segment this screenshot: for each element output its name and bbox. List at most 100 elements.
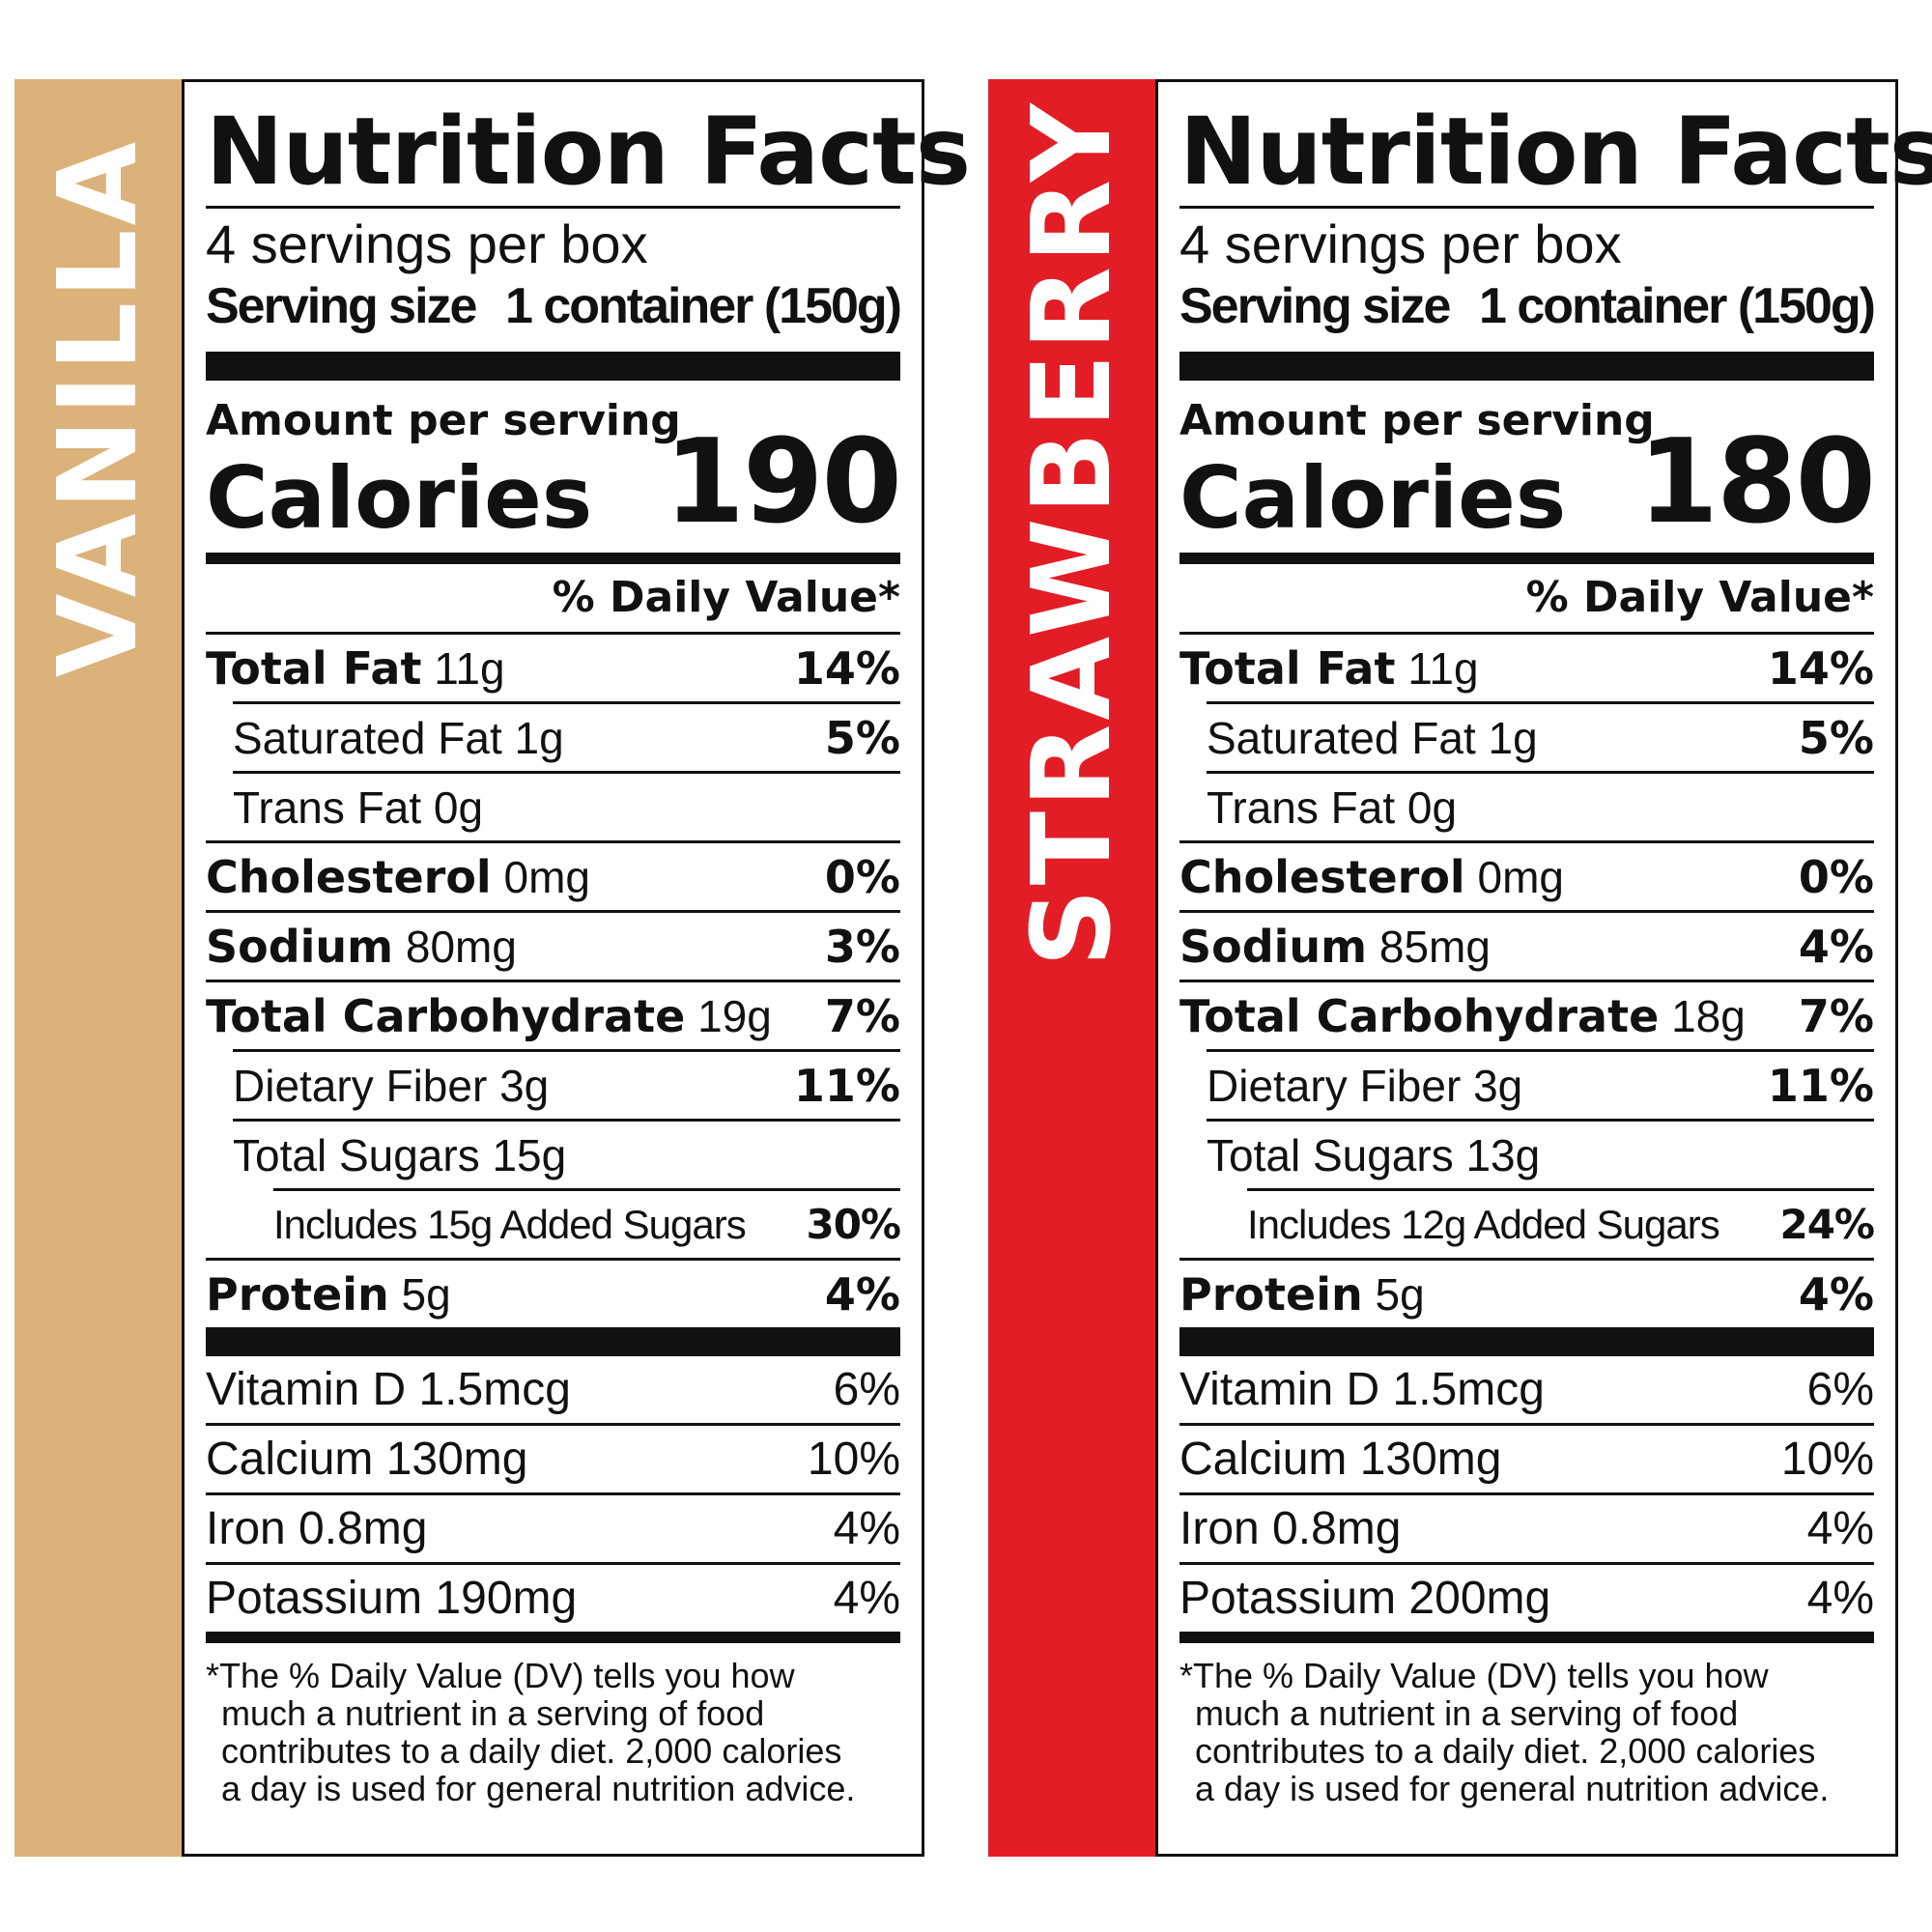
nutrient-dv: 4% xyxy=(1798,1267,1874,1321)
footnote-line: a day is used for general nutrition advi… xyxy=(221,1769,856,1808)
vitamin-row: Vitamin D 1.5mcg 6% xyxy=(206,1356,900,1423)
nutrient-row-total-sugars: Total Sugars 15g xyxy=(233,1119,900,1188)
nutrient-dv: 4% xyxy=(1798,920,1874,973)
vitamin-dv: 4% xyxy=(833,1573,900,1624)
divider-thick xyxy=(1179,352,1874,381)
nutrient-row-dietary-fiber: Dietary Fiber 3g 11% xyxy=(233,1049,900,1119)
footnote-line: much a nutrient in a serving of food xyxy=(221,1693,765,1733)
nutrient-amount: 5g xyxy=(1375,1268,1425,1320)
nutrient-name: Cholesterol xyxy=(206,850,492,903)
vitamin-dv: 6% xyxy=(1806,1364,1874,1415)
vitamin-name: Calcium 130mg xyxy=(1179,1434,1502,1485)
nutrient-dv: 7% xyxy=(1798,989,1874,1042)
nutrient-name: Trans Fat 0g xyxy=(233,781,484,833)
servings-per-container: 4 servings per box xyxy=(206,213,648,274)
nutrient-name: Protein xyxy=(1179,1267,1363,1321)
daily-value-footnote: *The % Daily Value (DV) tells you how mu… xyxy=(206,1657,900,1807)
nutrient-name: Total Sugars 13g xyxy=(1207,1129,1541,1180)
calories-row: Calories 190 xyxy=(206,425,902,553)
nutrient-amount: 0mg xyxy=(503,851,590,902)
serving-size-value: 1 container (150g) xyxy=(1478,278,1876,334)
nutrient-name: Total Fat xyxy=(206,641,422,695)
footnote-line: *The % Daily Value (DV) tells you how xyxy=(1179,1656,1769,1695)
vitamin-row: Calcium 130mg 10% xyxy=(1179,1423,1874,1492)
daily-value-header: % Daily Value* xyxy=(1525,573,1874,622)
divider xyxy=(1179,206,1874,209)
label-title: Nutrition Facts xyxy=(206,98,971,206)
nutrient-row-protein: Protein 5g 4% xyxy=(206,1258,900,1327)
nutrient-dv: 7% xyxy=(824,989,900,1042)
nutrient-row-dietary-fiber: Dietary Fiber 3g 11% xyxy=(1207,1049,1874,1119)
nutrient-name: Dietary Fiber 3g xyxy=(233,1060,550,1111)
flavor-name: VANILLA xyxy=(35,137,161,678)
nutrient-dv: 24% xyxy=(1779,1201,1875,1248)
divider-medium xyxy=(206,553,900,564)
flavor-tab-vanilla: VANILLA xyxy=(14,79,182,1857)
nutrient-amount: 18g xyxy=(1671,990,1746,1041)
serving-size-label: Serving size xyxy=(1179,278,1451,334)
nutrient-dv: 14% xyxy=(1767,641,1874,695)
vitamin-dv: 4% xyxy=(1806,1573,1874,1624)
flavor-name: STRAWBERRY xyxy=(1009,99,1135,967)
nutrient-row-sodium: Sodium 85mg 4% xyxy=(1179,910,1874,980)
flavor-tab-strawberry: STRAWBERRY xyxy=(988,79,1155,1857)
daily-value-footnote: *The % Daily Value (DV) tells you how mu… xyxy=(1179,1657,1874,1807)
vitamin-row: Iron 0.8mg 4% xyxy=(1179,1492,1874,1562)
nutrient-name: Protein xyxy=(206,1267,389,1321)
footnote-line: *The % Daily Value (DV) tells you how xyxy=(206,1656,795,1695)
divider xyxy=(206,206,900,209)
footnote-line: contributes to a daily diet. 2,000 calor… xyxy=(221,1731,842,1771)
nutrient-name: Includes 12g Added Sugars xyxy=(1247,1201,1720,1247)
serving-size-row: Serving size 1 container (150g) xyxy=(1179,274,1876,352)
nutrient-row-saturated-fat: Saturated Fat 1g 5% xyxy=(233,701,900,771)
nutrient-row-total-carbohydrate: Total Carbohydrate 19g 7% xyxy=(206,980,900,1049)
serving-size-label: Serving size xyxy=(206,278,477,334)
nutrient-row-trans-fat: Trans Fat 0g xyxy=(1207,771,1874,840)
nutrient-row-total-carbohydrate: Total Carbohydrate 18g 7% xyxy=(1179,980,1874,1049)
divider-thick xyxy=(206,352,900,381)
nutrient-name: Saturated Fat 1g xyxy=(1207,712,1538,763)
calories-label: Calories xyxy=(206,448,593,548)
vitamin-name: Iron 0.8mg xyxy=(206,1503,428,1554)
nutrient-row-total-fat: Total Fat 11g 14% xyxy=(206,632,900,701)
nutrient-dv: 5% xyxy=(824,711,900,764)
nutrient-row-cholesterol: Cholesterol 0mg 0% xyxy=(1179,840,1874,910)
nutrient-name: Saturated Fat 1g xyxy=(233,712,564,763)
nutrient-dv: 3% xyxy=(824,920,900,973)
label-title: Nutrition Facts xyxy=(1179,98,1932,206)
nutrient-row-added-sugars: Includes 15g Added Sugars 30% xyxy=(273,1188,901,1258)
vitamin-row: Iron 0.8mg 4% xyxy=(206,1492,900,1562)
vitamin-row: Vitamin D 1.5mcg 6% xyxy=(1179,1356,1874,1423)
vitamin-row: Potassium 200mg 4% xyxy=(1179,1562,1874,1632)
footnote-line: contributes to a daily diet. 2,000 calor… xyxy=(1195,1731,1816,1771)
vitamin-dv: 10% xyxy=(1780,1434,1874,1485)
servings-per-container: 4 servings per box xyxy=(1179,213,1622,274)
divider-thick xyxy=(1179,1327,1874,1356)
amount-per-serving: Amount per serving xyxy=(206,396,681,445)
vitamin-name: Vitamin D 1.5mcg xyxy=(1179,1364,1545,1415)
divider-thick xyxy=(206,1327,900,1356)
nutrient-name: Dietary Fiber 3g xyxy=(1207,1060,1523,1111)
footnote-line: a day is used for general nutrition advi… xyxy=(1195,1769,1830,1808)
divider-medium xyxy=(1179,553,1874,564)
nutrient-row-saturated-fat: Saturated Fat 1g 5% xyxy=(1207,701,1874,771)
nutrient-dv: 11% xyxy=(793,1059,900,1112)
nutrient-name: Total Fat xyxy=(1179,641,1396,695)
nutrient-dv: 14% xyxy=(793,641,900,695)
nutrient-amount: 80mg xyxy=(405,921,517,972)
calories-value: 190 xyxy=(664,415,902,550)
calories-value: 180 xyxy=(1637,415,1876,550)
nutrient-name: Total Carbohydrate xyxy=(206,989,686,1042)
vitamin-row: Potassium 190mg 4% xyxy=(206,1562,900,1632)
serving-size-row: Serving size 1 container (150g) xyxy=(206,274,902,352)
nutrient-dv: 11% xyxy=(1767,1059,1874,1112)
vitamin-name: Potassium 200mg xyxy=(1179,1573,1551,1624)
nutrient-row-added-sugars: Includes 12g Added Sugars 24% xyxy=(1247,1188,1875,1258)
nutrient-name: Cholesterol xyxy=(1179,850,1465,903)
nutrient-amount: 85mg xyxy=(1378,921,1491,972)
nutrient-amount: 11g xyxy=(434,642,505,694)
nutrient-dv: 0% xyxy=(1798,850,1874,903)
nutrient-row-total-sugars: Total Sugars 13g xyxy=(1207,1119,1874,1188)
nutrient-amount: 0mg xyxy=(1477,851,1564,902)
vitamin-dv: 4% xyxy=(1806,1503,1874,1554)
